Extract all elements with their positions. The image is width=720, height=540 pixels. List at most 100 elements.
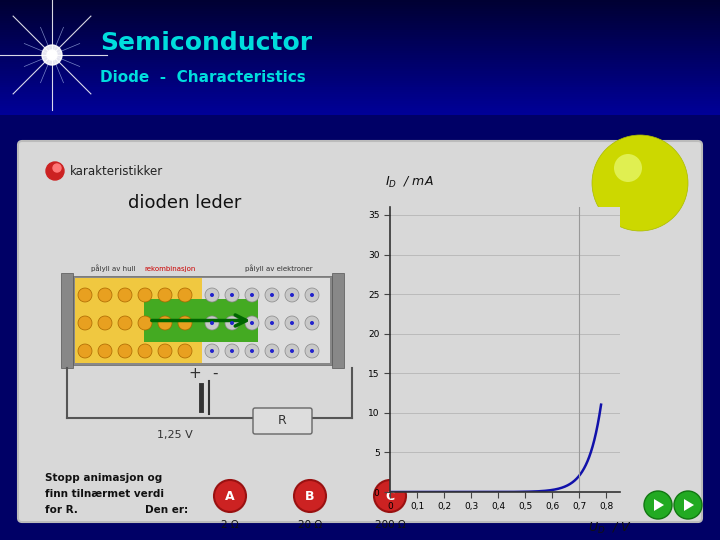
Circle shape — [310, 349, 314, 353]
Bar — [0, 25, 720, 28]
Circle shape — [210, 293, 214, 297]
Bar — [0, 78, 720, 80]
Circle shape — [294, 480, 326, 512]
Text: Semiconductor: Semiconductor — [100, 31, 312, 55]
Bar — [202, 278, 330, 363]
Circle shape — [290, 321, 294, 325]
Bar — [0, 55, 720, 57]
Bar — [0, 5, 720, 7]
Circle shape — [225, 288, 239, 302]
Bar — [0, 46, 720, 48]
Text: 1,25 V: 1,25 V — [157, 430, 193, 440]
Circle shape — [305, 344, 319, 358]
Bar — [0, 94, 720, 97]
Text: +: + — [189, 366, 202, 381]
Text: Den er:: Den er: — [145, 505, 188, 515]
Text: C: C — [385, 489, 395, 503]
Bar — [0, 64, 720, 67]
Bar — [0, 106, 720, 108]
Circle shape — [205, 344, 219, 358]
Bar — [0, 101, 720, 104]
Circle shape — [290, 293, 294, 297]
Circle shape — [118, 344, 132, 358]
Circle shape — [214, 480, 246, 512]
Bar — [0, 42, 720, 44]
Circle shape — [310, 293, 314, 297]
Circle shape — [98, 344, 112, 358]
Bar — [0, 48, 720, 51]
Circle shape — [210, 349, 214, 353]
Text: Diode  -  Characteristics: Diode - Characteristics — [100, 70, 306, 84]
Bar — [0, 28, 720, 30]
Circle shape — [78, 344, 92, 358]
Bar — [0, 83, 720, 85]
Bar — [0, 23, 720, 25]
Bar — [0, 0, 720, 2]
Bar — [0, 11, 720, 14]
Bar — [0, 7, 720, 9]
Circle shape — [47, 50, 57, 60]
Bar — [0, 37, 720, 39]
Circle shape — [53, 164, 61, 172]
Text: 200 Ω: 200 Ω — [374, 520, 405, 530]
Bar — [0, 18, 720, 21]
Bar — [0, 67, 720, 69]
Circle shape — [42, 45, 62, 65]
Bar — [0, 110, 720, 113]
Polygon shape — [684, 499, 694, 511]
Bar — [61, 273, 73, 368]
Text: finn tilnærmet verdi: finn tilnærmet verdi — [45, 489, 164, 499]
Circle shape — [225, 344, 239, 358]
Bar — [0, 39, 720, 42]
Bar — [0, 2, 720, 5]
Bar — [0, 57, 720, 60]
Text: Stopp animasjon og: Stopp animasjon og — [45, 473, 162, 483]
Circle shape — [674, 491, 702, 519]
Circle shape — [46, 162, 64, 180]
Circle shape — [138, 288, 152, 302]
Circle shape — [158, 344, 172, 358]
Circle shape — [250, 349, 254, 353]
Bar — [0, 80, 720, 83]
Bar — [0, 99, 720, 101]
Circle shape — [285, 344, 299, 358]
Circle shape — [138, 344, 152, 358]
FancyBboxPatch shape — [73, 276, 332, 365]
Text: -: - — [212, 366, 217, 381]
Text: rekombinasjon: rekombinasjon — [145, 266, 196, 272]
Circle shape — [614, 154, 642, 182]
Bar — [0, 60, 720, 62]
Circle shape — [178, 288, 192, 302]
Bar — [0, 62, 720, 64]
Bar — [75, 278, 202, 363]
Circle shape — [374, 480, 406, 512]
Circle shape — [305, 316, 319, 330]
Circle shape — [230, 321, 234, 325]
FancyBboxPatch shape — [253, 408, 312, 434]
Bar — [0, 104, 720, 106]
Polygon shape — [654, 499, 664, 511]
Circle shape — [210, 321, 214, 325]
Circle shape — [245, 288, 259, 302]
Bar — [0, 92, 720, 94]
Circle shape — [270, 293, 274, 297]
Text: R: R — [278, 415, 287, 428]
Circle shape — [118, 288, 132, 302]
Bar — [0, 30, 720, 32]
Bar — [0, 97, 720, 99]
Circle shape — [118, 316, 132, 330]
Bar — [0, 16, 720, 18]
Text: $U_D$  / V: $U_D$ / V — [588, 521, 631, 536]
Circle shape — [225, 316, 239, 330]
Circle shape — [78, 288, 92, 302]
Circle shape — [230, 293, 234, 297]
Bar — [332, 273, 344, 368]
Circle shape — [98, 316, 112, 330]
Bar — [0, 87, 720, 90]
Circle shape — [285, 288, 299, 302]
Text: A: A — [225, 489, 235, 503]
Circle shape — [158, 288, 172, 302]
Circle shape — [230, 349, 234, 353]
Bar — [0, 73, 720, 76]
Circle shape — [138, 316, 152, 330]
